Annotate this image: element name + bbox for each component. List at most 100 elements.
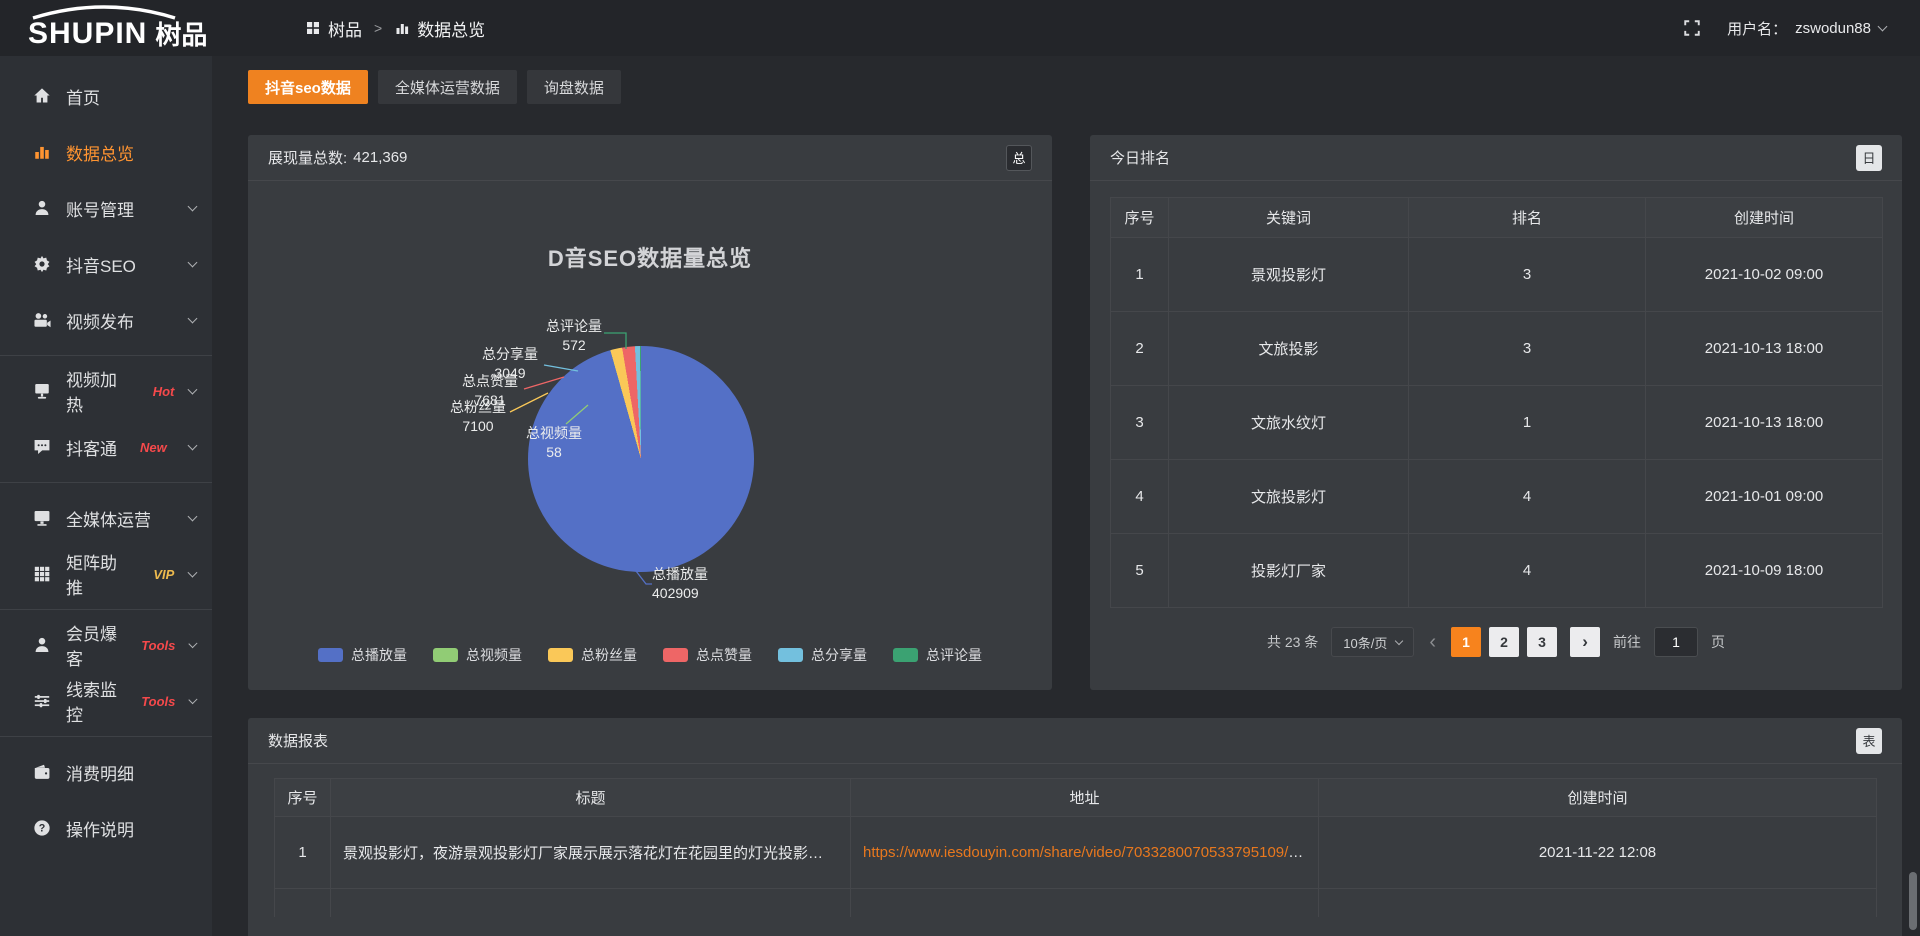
table-cell-title: 景观投影灯，夜游景观投影灯厂家展示展示落花灯在花园里的灯光投影应用效果 # (330, 816, 851, 889)
vertical-scrollbar[interactable] (1909, 872, 1917, 930)
tab-douyin-seo-data[interactable]: 抖音seo数据 (248, 70, 368, 104)
callout-shares: 总分享量 3049 (482, 346, 538, 381)
table-cell: 文旅水纹灯 (1168, 385, 1409, 460)
legend-label: 总视频量 (466, 647, 522, 663)
legend-item[interactable]: 总评论量 (893, 645, 982, 665)
sidebar-divider (0, 355, 212, 356)
sidebar-badge-tools: Tools (141, 637, 176, 653)
report-panel-title: 数据报表 (268, 733, 329, 750)
logo-text: SHUPIN (28, 17, 148, 50)
sidebar-item-member-burst[interactable]: 会员爆客 Tools (0, 617, 212, 673)
callout-fans: 总粉丝量 7100 (450, 399, 506, 434)
next-page-button[interactable]: › (1570, 627, 1601, 657)
breadcrumb-root[interactable]: 树品 (305, 16, 362, 41)
sidebar-badge-hot: Hot (152, 383, 175, 399)
table-cell (1318, 888, 1877, 917)
bar-chart-icon (33, 143, 51, 161)
sidebar-item-douketong[interactable]: 抖客通 New (0, 419, 212, 475)
ranking-table: 序号 关键词 排名 创建时间 1 景观投影灯 3 2021-10-02 09:00 2 文旅投影… (1110, 197, 1883, 608)
tab-bar: 抖音seo数据 全媒体运营数据 询盘数据 (248, 70, 631, 104)
legend-item[interactable]: 总粉丝量 (548, 645, 637, 665)
table-cell: 2021-10-13 18:00 (1645, 311, 1883, 386)
sidebar-divider (0, 736, 212, 737)
user-icon (33, 636, 51, 654)
breadcrumb: 树品 > 数据总览 (305, 16, 485, 41)
breadcrumb-current[interactable]: 数据总览 (394, 16, 485, 41)
sidebar-item-label: 视频发布 (66, 312, 134, 332)
sidebar-item-account-management[interactable]: 账号管理 (0, 180, 212, 236)
sidebar-item-label: 抖客通 (66, 439, 117, 459)
breadcrumb-separator: > (374, 20, 383, 36)
table-cell: 文旅投影灯 (1168, 459, 1409, 534)
pie-chart[interactable] (528, 346, 754, 572)
table-toggle-button[interactable]: 表 (1856, 727, 1882, 754)
user-menu[interactable]: 用户名： zswodun88 (1727, 18, 1888, 39)
legend-item[interactable]: 总点赞量 (663, 645, 752, 665)
table-row: 4 文旅投影灯 4 2021-10-01 09:00 (1110, 459, 1883, 534)
sidebar-item-instructions[interactable]: ? 操作说明 (0, 800, 212, 856)
goto-page-input[interactable] (1654, 627, 1699, 657)
table-row-partial (274, 888, 1877, 917)
svg-text:?: ? (39, 823, 46, 835)
chevron-down-icon (187, 201, 198, 211)
fullscreen-icon[interactable] (1683, 19, 1701, 37)
sidebar-item-label: 矩阵助推 (66, 554, 117, 598)
sidebar-item-label: 线索监控 (66, 681, 117, 725)
prev-page-button[interactable]: ‹ (1429, 630, 1437, 653)
sidebar-item-consumption-detail[interactable]: 消费明细 (0, 744, 212, 800)
table-cell: 3 (1408, 311, 1646, 386)
legend-swatch (318, 648, 343, 662)
page-suffix: 页 (1711, 634, 1726, 650)
sidebar-item-media-operation[interactable]: 全媒体运营 (0, 490, 212, 546)
chevron-down-icon (187, 440, 198, 450)
apps-icon (305, 20, 321, 36)
sidebar-item-clue-monitor[interactable]: 线索监控 Tools (0, 673, 212, 729)
tab-media-operation-data[interactable]: 全媒体运营数据 (377, 70, 517, 104)
page-button-1[interactable]: 1 (1451, 627, 1482, 657)
legend-item[interactable]: 总分享量 (778, 645, 867, 665)
user-icon (33, 199, 51, 217)
legend-swatch (663, 648, 688, 662)
chart-legend: 总播放量 总视频量 总粉丝量 总点赞量 总分享量 总评论量 (248, 645, 1052, 665)
camera-icon (33, 311, 51, 329)
table-cell-index: 1 (274, 816, 331, 889)
column-header: 创建时间 (1645, 197, 1883, 238)
legend-item[interactable]: 总视频量 (433, 645, 522, 665)
wallet-icon (33, 763, 51, 781)
grid-icon (33, 565, 51, 583)
sidebar-item-home[interactable]: 首页 (0, 68, 212, 124)
sidebar-item-video-heating[interactable]: 视频加热 Hot (0, 363, 212, 419)
table-cell: 2021-10-09 18:00 (1645, 533, 1883, 608)
sidebar-item-video-publish[interactable]: 视频发布 (0, 292, 212, 348)
table-row: 1 景观投影灯 3 2021-10-02 09:00 (1110, 237, 1883, 312)
page-size-select[interactable]: 10条/页 (1331, 627, 1415, 657)
top-header-bar: SHUPIN 树品 树品 > 数据总览 用户名： zswodun88 (0, 0, 1920, 56)
table-cell-time: 2021-11-22 12:08 (1318, 816, 1877, 889)
legend-swatch (778, 648, 803, 662)
table-cell-url: https://www.iesdouyin.com/share/video/70… (850, 816, 1319, 889)
chevron-down-icon (1395, 636, 1404, 646)
heat-icon (33, 382, 51, 400)
legend-swatch (548, 648, 573, 662)
gear-icon (33, 255, 51, 273)
total-toggle-button[interactable]: 总 (1006, 144, 1032, 171)
report-panel-header: 数据报表 表 (248, 718, 1902, 764)
page-button-3[interactable]: 3 (1527, 627, 1558, 657)
day-toggle-button[interactable]: 日 (1856, 144, 1882, 171)
video-share-link[interactable]: https://www.iesdouyin.com/share/video/70… (863, 844, 1319, 861)
tab-inquiry-data[interactable]: 询盘数据 (526, 70, 621, 104)
table-row: 3 文旅水纹灯 1 2021-10-13 18:00 (1110, 385, 1883, 460)
table-cell: 景观投影灯 (1168, 237, 1409, 312)
sidebar-item-matrix-boost[interactable]: 矩阵助推 VIP (0, 546, 212, 602)
chevron-down-icon (187, 313, 198, 323)
sidebar-item-data-overview[interactable]: 数据总览 (0, 124, 212, 180)
monitor-icon (33, 509, 51, 527)
legend-item[interactable]: 总播放量 (318, 645, 407, 665)
table-cell: 投影灯厂家 (1168, 533, 1409, 608)
page-button-2[interactable]: 2 (1489, 627, 1520, 657)
app-logo: SHUPIN 树品 (28, 5, 243, 50)
sidebar-item-douyin-seo[interactable]: 抖音SEO (0, 236, 212, 292)
username: zswodun88 (1795, 19, 1871, 37)
table-row: 5 投影灯厂家 4 2021-10-09 18:00 (1110, 533, 1883, 608)
sliders-icon (33, 692, 51, 710)
